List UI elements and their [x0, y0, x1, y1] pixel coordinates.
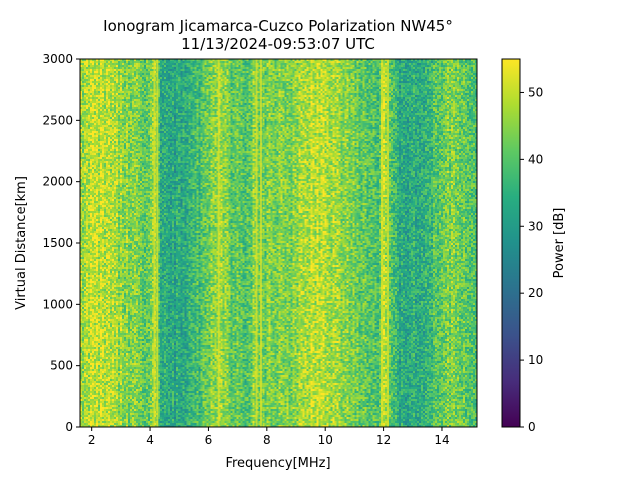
- x-tick-label: 6: [205, 433, 213, 447]
- interference-line: [153, 59, 156, 427]
- colorbar-tick-label: 40: [528, 152, 543, 166]
- colorbar-tick-label: 10: [528, 353, 543, 367]
- x-axis: 2 4 6 8 10 12 14: [88, 427, 450, 447]
- interference-line: [156, 59, 159, 427]
- interference-line: [217, 59, 220, 427]
- colorbar-tick-label: 0: [528, 420, 536, 434]
- x-axis-label: Frequency[MHz]: [225, 456, 330, 471]
- y-tick-label: 1000: [42, 297, 73, 311]
- interference-line: [381, 59, 384, 427]
- x-tick-label: 12: [376, 433, 391, 447]
- y-tick-label: 2000: [42, 175, 73, 189]
- x-tick-label: 14: [434, 433, 449, 447]
- x-tick-label: 8: [263, 433, 271, 447]
- interference-line: [255, 59, 258, 427]
- colorbar-label: Power [dB]: [552, 208, 567, 279]
- y-tick-label: 500: [50, 359, 73, 373]
- y-tick-label: 1500: [42, 236, 73, 250]
- chart-title: Ionogram Jicamarca-Cuzco Polarization NW…: [103, 17, 453, 35]
- y-axis-label: Virtual Distance[km]: [14, 176, 29, 310]
- x-tick-label: 10: [318, 433, 333, 447]
- colorbar-tick-label: 20: [528, 286, 543, 300]
- chart-subtitle: 11/13/2024-09:53:07 UTC: [181, 35, 375, 53]
- interference-line: [259, 59, 262, 427]
- colorbar-axis: 0 10 20 30 40 50: [520, 85, 543, 434]
- y-tick-label: 2500: [42, 113, 73, 127]
- colorbar: [501, 58, 521, 428]
- y-axis: 0 500 1000 1500 2000 2500 3000: [42, 52, 80, 434]
- colorbar-tick-label: 30: [528, 219, 543, 233]
- y-tick-label: 3000: [42, 52, 73, 66]
- y-tick-label: 0: [65, 420, 73, 434]
- heatmap-area: [80, 59, 477, 427]
- x-tick-label: 4: [146, 433, 154, 447]
- interference-line: [386, 59, 389, 427]
- colorbar-tick-label: 50: [528, 85, 543, 99]
- x-tick-label: 2: [88, 433, 96, 447]
- heatmap-raster: [80, 59, 477, 427]
